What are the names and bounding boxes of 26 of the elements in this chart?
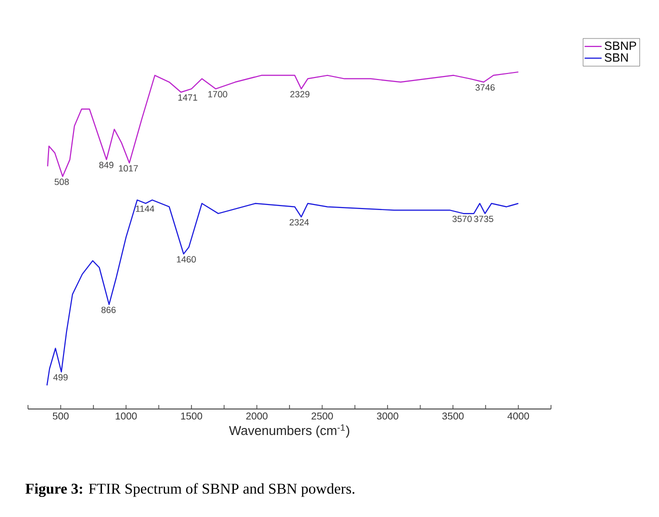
annotation: 3735 <box>474 216 494 222</box>
annotation: 1460 <box>176 256 196 263</box>
annotation: 2329 <box>290 91 310 98</box>
annotation: 866 <box>101 306 116 314</box>
annotation: 508 <box>54 178 69 186</box>
x-tick-label: 2000 <box>246 412 268 420</box>
x-tick-label: 3500 <box>442 412 464 420</box>
x-tick-label: 1000 <box>116 412 137 420</box>
x-axis-title: Wavenumbers (cm$^{-1}$) <box>229 424 350 438</box>
annotation: 1700 <box>208 91 228 98</box>
annotation: 849 <box>99 162 114 168</box>
annotation: 3746 <box>475 84 495 91</box>
annotation: 2324 <box>290 219 309 226</box>
text: Figure 3: FTIR Spectrum of SBNP and SBN powders. <box>25 483 354 497</box>
x-tick-label: 500 <box>52 412 69 420</box>
annotation: 1017 <box>119 165 138 172</box>
annotation: 3570 <box>452 216 472 222</box>
annotation: 1471 <box>178 94 198 101</box>
x-tick-label: 3000 <box>376 412 398 420</box>
x-tick-label: 2500 <box>312 412 333 420</box>
x-tick-label: 1500 <box>181 412 202 420</box>
legend-label: SBNP <box>604 41 636 50</box>
x-tick-label: 4000 <box>507 412 530 420</box>
annotation: 499 <box>53 374 68 380</box>
annotation: 1144 <box>136 206 154 212</box>
legend-label: SBN <box>604 53 628 62</box>
